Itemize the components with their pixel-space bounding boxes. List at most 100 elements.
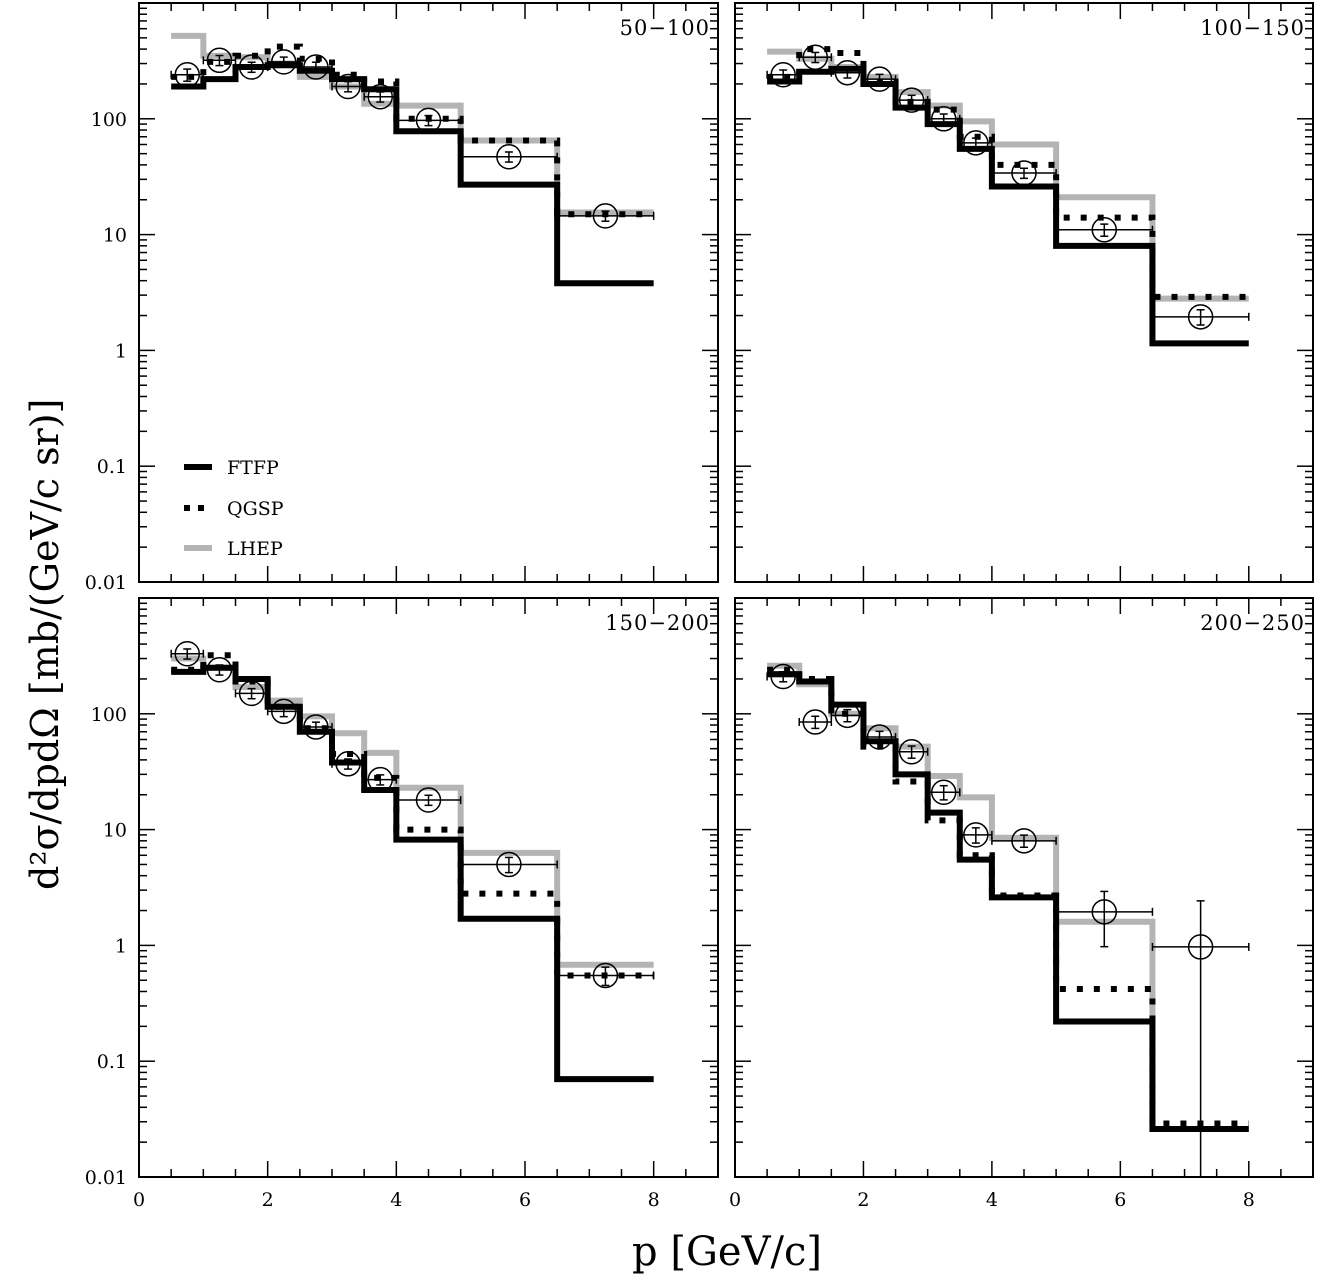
data-point [395, 107, 462, 134]
data-marker [770, 663, 796, 690]
series-lhep [171, 655, 654, 968]
legend-item-ftfp: FTFP [184, 457, 279, 479]
series-lhep [171, 32, 654, 216]
plot-area [766, 662, 1250, 1177]
data-point [862, 724, 897, 750]
data-marker [770, 62, 796, 88]
data-marker [1091, 217, 1118, 243]
data-marker [592, 203, 619, 229]
data-point [991, 828, 1057, 854]
y-tick-label: 0.01 [85, 572, 127, 594]
y-tick-label: 0.1 [97, 456, 127, 478]
data-marker [963, 130, 989, 156]
data-marker [271, 698, 297, 725]
x-tick-label: 6 [1114, 1189, 1126, 1211]
x-tick-label: 2 [262, 1189, 274, 1211]
x-tick-label: 4 [390, 1189, 402, 1211]
data-marker [866, 724, 893, 750]
series-lhep [767, 48, 1249, 302]
data-point [459, 851, 558, 878]
data-point [556, 962, 655, 989]
y-tick-label: 10 [103, 225, 127, 247]
data-marker [1187, 934, 1214, 960]
data-marker [367, 84, 393, 110]
data-point [331, 73, 365, 100]
y-tick-label: 0.1 [97, 1051, 127, 1073]
panel-label: 200−250 [1200, 611, 1305, 635]
data-point [202, 47, 237, 74]
panel-label: 150−200 [605, 611, 710, 635]
data-point [363, 766, 398, 793]
panel-label: 100−150 [1200, 16, 1305, 40]
data-point [299, 714, 333, 740]
data-marker [415, 787, 442, 813]
data-point [862, 66, 897, 92]
data-marker [898, 87, 925, 113]
x-tick-label: 2 [857, 1189, 869, 1211]
legend: FTFP QGSP LHEP [184, 457, 284, 560]
x-tick-label: 6 [519, 1189, 531, 1211]
panel-label: 50−100 [620, 16, 710, 40]
data-marker [367, 766, 393, 793]
data-marker [335, 751, 361, 777]
x-tick-label: 8 [648, 1189, 660, 1211]
data-point [1055, 217, 1154, 243]
data-point [556, 203, 655, 229]
panel-1: 0.01 0.1 1 10 100 50−100 [85, 2, 719, 594]
data-marker [592, 962, 619, 989]
data-marker [930, 779, 957, 806]
y-tick-label: 100 [91, 109, 127, 131]
legend-label: QGSP [227, 498, 284, 520]
series-qgsp [767, 46, 1249, 300]
y-tick-label: 1 [115, 340, 127, 362]
data-point [959, 130, 993, 156]
data-marker [415, 107, 442, 134]
series-ftfp [767, 65, 1249, 347]
series-ftfp [767, 671, 1249, 1132]
y-axis-title: d²σ/dpdΩ [mb/(GeV/c sr)] [23, 399, 67, 890]
data-marker [238, 680, 265, 707]
data-point [459, 144, 558, 170]
y-tick-label: 1 [115, 935, 127, 957]
series-qgsp [171, 652, 654, 979]
data-marker [206, 47, 233, 74]
data-point [1151, 304, 1250, 330]
data-marker [963, 822, 989, 848]
data-point [798, 44, 833, 71]
series-qgsp [171, 43, 654, 218]
data-marker [496, 144, 522, 170]
data-point [1151, 900, 1250, 1177]
data-point [830, 59, 865, 86]
data-marker [271, 49, 297, 75]
series-qgsp [767, 666, 1249, 1127]
x-tick-label: 4 [986, 1189, 998, 1211]
data-point [926, 106, 961, 132]
plot-area [170, 32, 655, 287]
data-marker [834, 59, 861, 86]
data-marker [174, 641, 200, 667]
data-point [363, 84, 398, 110]
data-marker [930, 106, 957, 132]
data-point [170, 62, 205, 88]
data-point [202, 657, 237, 683]
y-tick-label: 100 [91, 704, 127, 726]
data-point [766, 62, 800, 88]
panel-2: 100−150 [734, 2, 1314, 583]
data-point [959, 822, 993, 848]
data-marker [1011, 828, 1037, 854]
data-marker [898, 739, 925, 765]
data-marker [206, 657, 233, 683]
data-point [926, 779, 961, 806]
data-marker [238, 54, 265, 80]
data-marker [174, 62, 200, 88]
data-marker [1187, 304, 1214, 330]
data-marker [303, 714, 329, 740]
plot-area [766, 44, 1250, 347]
data-point [170, 641, 205, 667]
data-point [894, 739, 929, 765]
panel-3: 0 2 4 6 8 0.01 0.1 1 10 100 150−200 [85, 597, 719, 1211]
legend-label: LHEP [227, 538, 283, 560]
data-point [266, 698, 301, 725]
